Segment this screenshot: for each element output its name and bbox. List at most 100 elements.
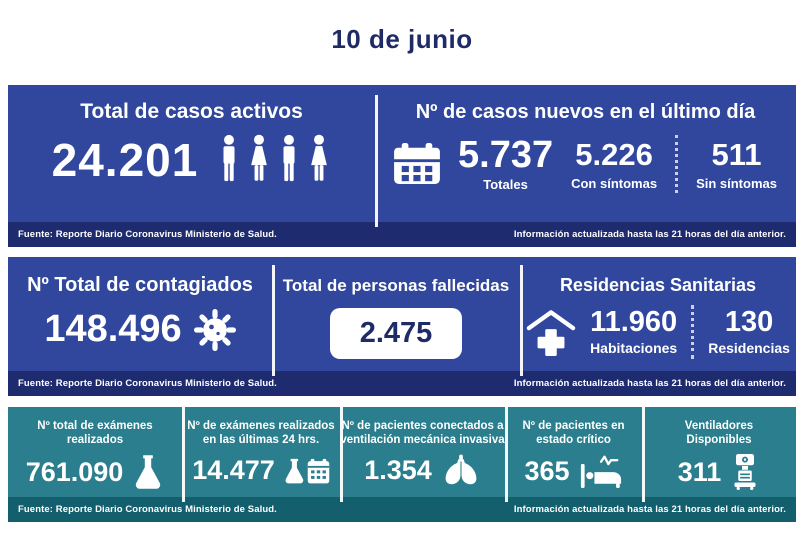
ventilated-patients-row: 1.354 bbox=[364, 454, 481, 486]
critical-patients-row: 365 bbox=[524, 454, 622, 488]
residences-label: Residencias bbox=[708, 340, 790, 357]
ventilated-patients-heading: Nº de pacientes conectados a ventilación… bbox=[340, 417, 504, 449]
heading-line: Nº de pacientes en bbox=[522, 419, 625, 432]
heading-line: Ventiladores bbox=[684, 419, 754, 432]
man-icon bbox=[283, 135, 295, 182]
deaths-section: Total de personas fallecidas 2.475 bbox=[272, 257, 520, 371]
panel1-divider bbox=[375, 95, 378, 227]
dotted-divider bbox=[675, 135, 679, 193]
panel-active-and-new-cases: Total de casos activos 24.201 bbox=[8, 85, 796, 247]
total-exams-section: Nº total de exámenes realizados 761.090 bbox=[8, 407, 182, 497]
lungs-icon bbox=[445, 454, 477, 485]
panel3-divider-3 bbox=[505, 407, 508, 502]
new-cases-asymptomatic-value: 511 bbox=[711, 137, 762, 173]
new-cases-section: Nº de casos nuevos en el último día 5.73… bbox=[375, 85, 796, 222]
available-ventilators-value: 311 bbox=[677, 456, 722, 487]
exams-24h-heading: Nº de exámenes realizados en las últimas… bbox=[187, 417, 334, 449]
critical-patients-section: Nº de pacientes en estado crítico 365 bbox=[505, 407, 642, 497]
panel-totals-and-residences: Nº Total de contagiados 148.496 bbox=[8, 257, 796, 396]
heading-line: en las últimas 24 hrs. bbox=[202, 434, 320, 446]
new-cases-total: 5.737 Totales bbox=[458, 136, 553, 192]
ventilated-patients-value: 1.354 bbox=[364, 454, 432, 485]
active-cases-section: Total de casos activos 24.201 bbox=[8, 85, 375, 222]
panel3-divider-4 bbox=[642, 407, 645, 502]
panel3-body: Nº total de exámenes realizados 761.090 … bbox=[8, 407, 796, 497]
total-infected-section: Nº Total de contagiados 148.496 bbox=[8, 257, 272, 371]
people-icons bbox=[218, 133, 331, 187]
critical-patients-value: 365 bbox=[524, 455, 570, 486]
exams-24h-row: 14.477 bbox=[192, 454, 330, 486]
panel3-divider-1 bbox=[182, 407, 185, 502]
page-title: 10 de junio bbox=[331, 24, 473, 54]
footer-info-text: Información actualizada hasta las 21 hor… bbox=[513, 229, 786, 240]
new-cases-total-value: 5.737 bbox=[458, 134, 554, 176]
footer-source-text: Fuente: Reporte Diario Coronavirus Minis… bbox=[18, 229, 277, 240]
heading-line: Nº de pacientes conectados a bbox=[341, 419, 504, 432]
sanitary-residences-row: 11.960 Habitaciones 130 Residencias bbox=[526, 304, 790, 359]
heading-line: estado crítico bbox=[536, 434, 611, 446]
residences-stat: 130 Residencias bbox=[708, 305, 790, 357]
footer-info-text: Información actualizada hasta las 21 hor… bbox=[513, 504, 786, 515]
new-cases-asymptomatic-label: Sin síntomas bbox=[696, 175, 777, 191]
new-cases-heading: Nº de casos nuevos en el último día bbox=[415, 101, 756, 123]
new-cases-row: 5.737 Totales 5.226 Con síntomas 511 Sin… bbox=[394, 135, 777, 193]
total-infected-value: 148.496 bbox=[44, 308, 182, 350]
woman-icon bbox=[251, 134, 268, 182]
virus-icon bbox=[193, 308, 236, 351]
deaths-heading: Total de personas fallecidas bbox=[282, 276, 510, 295]
panel2-footer: Fuente: Reporte Diario Coronavirus Minis… bbox=[8, 371, 796, 396]
residences-value: 130 bbox=[724, 305, 774, 338]
man-icon bbox=[223, 135, 235, 182]
new-cases-total-label: Totales bbox=[483, 177, 528, 192]
available-ventilators-row: 311 bbox=[678, 454, 761, 490]
rooms-stat: 11.960 Habitaciones bbox=[590, 305, 678, 357]
bed-pulse-icon bbox=[580, 455, 621, 488]
house-cross-icon bbox=[526, 309, 576, 356]
deaths-value: 2.475 bbox=[359, 317, 433, 350]
ventilated-patients-section: Nº de pacientes conectados a ventilación… bbox=[340, 407, 505, 497]
new-cases-symptomatic-value: 5.226 bbox=[575, 137, 653, 173]
available-ventilators-section: Ventiladores Disponibles 311 bbox=[642, 407, 796, 497]
calendar-icon bbox=[394, 143, 440, 185]
available-ventilators-heading: Ventiladores Disponibles bbox=[685, 417, 753, 449]
footer-info-text: Información actualizada hasta las 21 hor… bbox=[513, 378, 786, 389]
rooms-value: 11.960 bbox=[590, 305, 678, 338]
active-cases-heading: Total de casos activos bbox=[80, 100, 303, 123]
panel2-divider-2 bbox=[520, 265, 523, 376]
exams-24h-value: 14.477 bbox=[192, 454, 275, 485]
new-cases-symptomatic-label: Con síntomas bbox=[571, 175, 658, 191]
critical-patients-heading: Nº de pacientes en estado crítico bbox=[523, 417, 625, 449]
panel-exams-and-icu: Nº total de exámenes realizados 761.090 … bbox=[8, 407, 796, 522]
total-infected-heading: Nº Total de contagiados bbox=[27, 274, 253, 296]
panel1-body: Total de casos activos 24.201 bbox=[8, 85, 796, 222]
exams-24h-section: Nº de exámenes realizados en las últimas… bbox=[182, 407, 340, 497]
deaths-value-box: 2.475 bbox=[329, 308, 463, 360]
new-cases-symptomatic: 5.226 Con síntomas bbox=[571, 137, 657, 191]
flask-icon bbox=[136, 455, 161, 489]
total-exams-value: 761.090 bbox=[25, 456, 124, 487]
sanitary-residences-section: Residencias Sanitarias 11.960 Habitacion… bbox=[520, 257, 796, 371]
active-cases-row: 24.201 bbox=[52, 133, 332, 187]
ventilator-icon bbox=[734, 454, 756, 490]
flask-calendar-icon bbox=[285, 458, 330, 484]
panel3-footer: Fuente: Reporte Diario Coronavirus Minis… bbox=[8, 497, 796, 522]
panel2-divider-1 bbox=[272, 265, 275, 376]
total-exams-heading: Nº total de exámenes realizados bbox=[8, 417, 182, 449]
heading-line: Nº total de exámenes realizados bbox=[37, 419, 153, 446]
panel1-footer: Fuente: Reporte Diario Coronavirus Minis… bbox=[8, 222, 796, 247]
rooms-label: Habitaciones bbox=[590, 340, 678, 357]
total-infected-row: 148.496 bbox=[44, 308, 236, 351]
heading-line: Disponibles bbox=[686, 434, 752, 446]
heading-line: Nº de exámenes realizados bbox=[187, 419, 335, 432]
panel2-body: Nº Total de contagiados 148.496 bbox=[8, 257, 796, 371]
sanitary-residences-heading: Residencias Sanitarias bbox=[559, 275, 757, 295]
total-exams-row: 761.090 bbox=[26, 454, 165, 490]
active-cases-value: 24.201 bbox=[51, 134, 199, 187]
panel3-divider-2 bbox=[340, 407, 343, 502]
dotted-divider bbox=[691, 304, 695, 359]
footer-source-text: Fuente: Reporte Diario Coronavirus Minis… bbox=[18, 378, 277, 389]
heading-line: ventilación mecánica invasiva bbox=[340, 434, 505, 446]
woman-icon bbox=[311, 134, 328, 182]
new-cases-asymptomatic: 511 Sin síntomas bbox=[696, 137, 777, 191]
